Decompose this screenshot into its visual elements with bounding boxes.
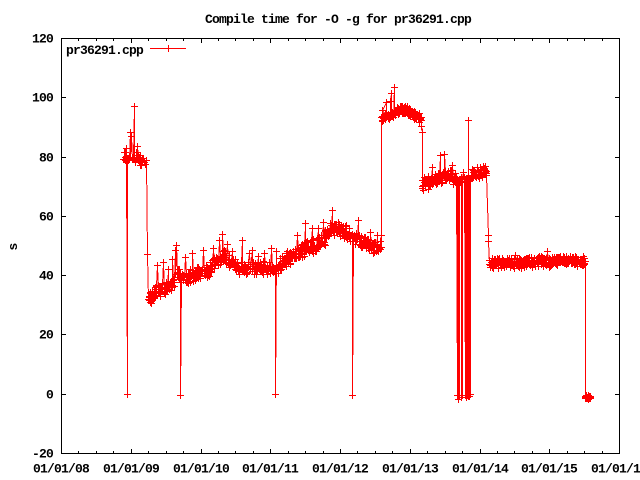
svg-text:0: 0 [46,388,54,403]
svg-text:01/01/12: 01/01/12 [312,462,369,477]
svg-text:pr36291.cpp: pr36291.cpp [66,43,144,58]
svg-text:100: 100 [32,91,54,106]
svg-text:01/01/09: 01/01/09 [103,462,160,477]
svg-text:40: 40 [39,269,54,284]
svg-text:120: 120 [32,32,54,47]
svg-text:s: s [6,243,21,251]
svg-text:80: 80 [39,151,54,166]
svg-text:01/01/16: 01/01/16 [591,462,640,477]
svg-text:-20: -20 [32,447,54,462]
svg-text:01/01/15: 01/01/15 [521,462,578,477]
svg-text:60: 60 [39,210,54,225]
svg-text:20: 20 [39,328,54,343]
svg-text:01/01/13: 01/01/13 [382,462,439,477]
svg-text:01/01/14: 01/01/14 [452,462,509,477]
svg-text:01/01/10: 01/01/10 [173,462,230,477]
svg-text:Compile time for -O -g for pr3: Compile time for -O -g for pr36291.cpp [205,12,472,27]
svg-text:01/01/11: 01/01/11 [242,462,299,477]
svg-text:01/01/08: 01/01/08 [33,462,90,477]
